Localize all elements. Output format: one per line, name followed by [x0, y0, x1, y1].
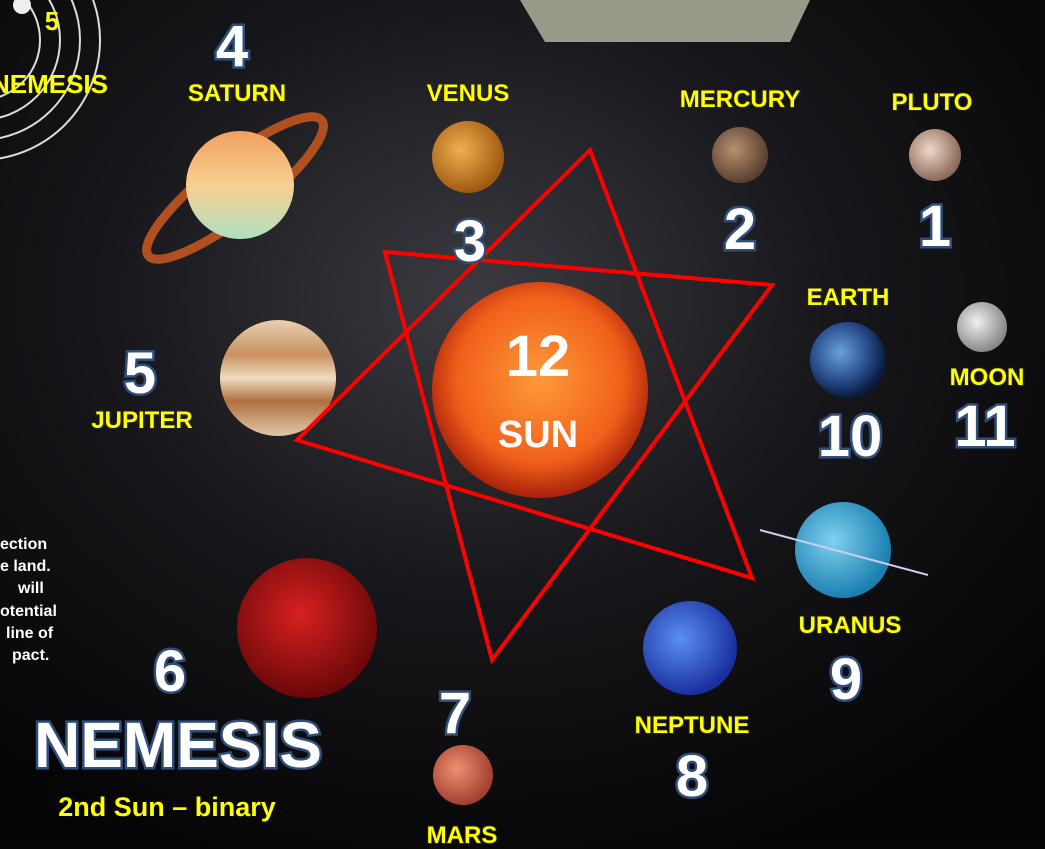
planet-name: MOON — [950, 364, 1025, 391]
venus — [432, 121, 504, 193]
mercury — [712, 127, 768, 183]
planet-number: 2 — [724, 197, 756, 262]
planet-name: MARS — [427, 822, 498, 849]
top-image — [520, 0, 810, 42]
planet-name: VENUS — [427, 80, 510, 107]
planet-name: MERCURY — [680, 86, 800, 113]
nemesis-planet — [237, 558, 377, 698]
sun — [432, 282, 648, 498]
note-line: otential — [0, 603, 57, 620]
corner-number: 5 — [45, 6, 59, 36]
earth — [810, 322, 886, 398]
planet-number: 8 — [676, 744, 708, 809]
planet-number: 7 — [439, 681, 471, 746]
infographic: 5 NEMESIS ection e land. will otential l… — [0, 0, 1045, 849]
planet-number: 9 — [830, 647, 862, 712]
neptune — [643, 601, 737, 695]
planet-name: EARTH — [807, 284, 890, 311]
note-line: ection — [0, 536, 47, 553]
sun-name: SUN — [498, 414, 578, 456]
planet-name: PLUTO — [892, 89, 973, 116]
planet-number: 4 — [216, 14, 248, 79]
planet-number: 11 — [954, 394, 1015, 459]
pluto — [909, 129, 961, 181]
uranus — [795, 502, 891, 598]
note-line: line of — [6, 625, 54, 642]
planet-name: NEPTUNE — [635, 712, 750, 739]
planet-number: 1 — [919, 194, 951, 259]
planet-number: 3 — [454, 209, 486, 274]
nemesis-subtitle: 2nd Sun – binary — [58, 792, 276, 822]
note-line: pact. — [12, 647, 49, 664]
planet-name: URANUS — [799, 612, 902, 639]
note-line: e land. — [0, 558, 51, 575]
planet-number: 5 — [124, 341, 156, 406]
moon — [957, 302, 1007, 352]
note-line: will — [17, 580, 44, 597]
mars — [433, 745, 493, 805]
corner-label: NEMESIS — [0, 69, 108, 99]
nemesis-title: NEMESIS — [34, 709, 322, 781]
nemesis-number: 6 — [154, 639, 186, 704]
sun-number: 12 — [506, 324, 571, 389]
planet-name: SATURN — [188, 80, 286, 107]
saturn — [186, 131, 294, 239]
planet-name: JUPITER — [91, 407, 192, 434]
planet-number: 10 — [818, 404, 883, 469]
